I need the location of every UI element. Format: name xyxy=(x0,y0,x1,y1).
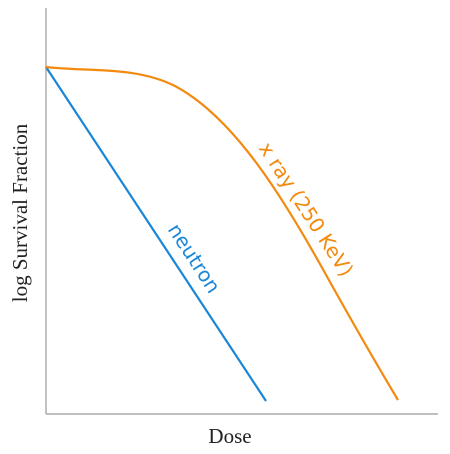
x-axis-title: Dose xyxy=(208,424,251,448)
x-ray-label: x ray (250 KeV) xyxy=(254,138,359,281)
x-ray-curve xyxy=(45,65,399,401)
neutron-curve xyxy=(45,66,267,402)
y-axis-title: log Survival Fraction xyxy=(8,123,32,302)
